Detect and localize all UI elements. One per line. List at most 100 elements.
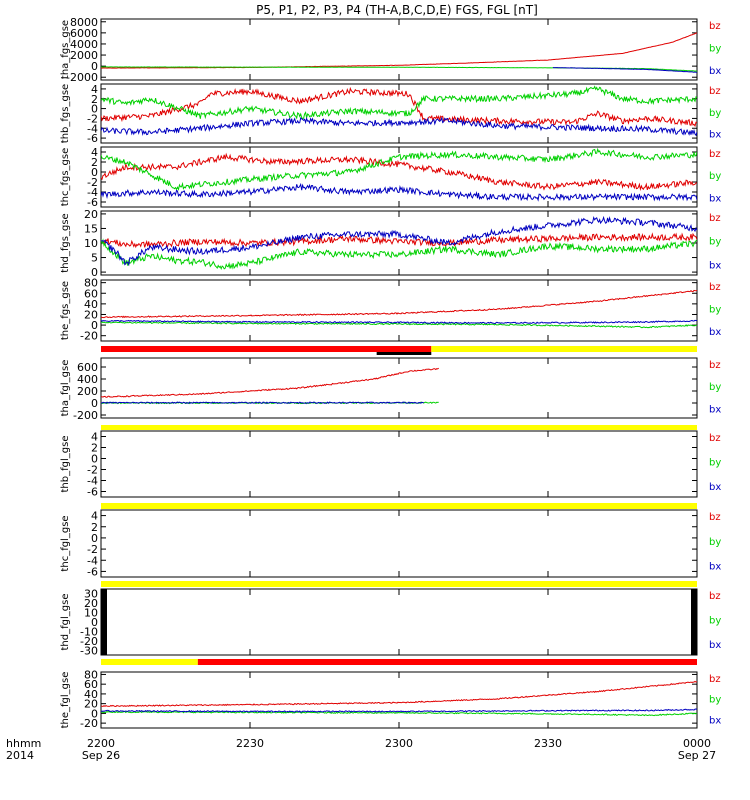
series-bx (552, 67, 697, 73)
mode-bars (101, 346, 697, 665)
ytick-label: 0 (91, 453, 98, 466)
ytick-label: -2 (87, 464, 98, 477)
xtick-hhmm: 2200 (87, 737, 115, 750)
panel-frame (100, 357, 698, 419)
ytick-label: 2 (91, 93, 98, 106)
series-bz (101, 232, 697, 249)
ylabel: thc_fgl_gse (60, 515, 71, 571)
ytick-label: 0 (91, 397, 98, 410)
ylabel: thb_fgs_gse (60, 84, 71, 143)
legend-bz: bz (709, 360, 721, 371)
ytick-label: 8000 (70, 16, 98, 29)
ytick-label: 4000 (70, 38, 98, 51)
ytick-label: -6 (87, 196, 98, 209)
panel-frame (100, 671, 698, 729)
ytick-label: -6 (87, 565, 98, 578)
ytick-label: 2 (91, 521, 98, 534)
legend-bx: bx (709, 130, 721, 141)
ytick-label: 4 (91, 146, 98, 159)
legend-bx: bx (709, 404, 721, 415)
legend-by: by (709, 44, 721, 55)
ytick-label: -4 (87, 554, 98, 567)
ytick-label: 20 (84, 597, 98, 610)
ytick-label: 0 (91, 707, 98, 720)
legend-bz: bz (709, 86, 721, 97)
ytick-label: 4 (91, 431, 98, 444)
ytick-label: 5 (91, 252, 98, 265)
legend-bx: bx (709, 66, 721, 77)
ytick-label: 30 (84, 588, 98, 601)
ytick-label: 80 (84, 277, 98, 290)
ytick-label: -2 (87, 176, 98, 189)
mode-bar-segment (197, 659, 697, 665)
legend-bx: bx (709, 562, 721, 573)
ylabel: thb_fgl_gse (60, 436, 71, 493)
ytick-label: -10 (80, 625, 98, 638)
panel-frame (100, 210, 698, 276)
legend-bx: bx (709, 260, 721, 271)
ytick-label: 4 (91, 510, 98, 523)
gap-marker (101, 589, 107, 655)
xtick-date: Sep 27 (678, 749, 716, 762)
series-bz (101, 289, 697, 319)
ytick-label: 10 (84, 607, 98, 620)
ytick-label: 2 (91, 156, 98, 169)
series-by (101, 710, 697, 717)
xtick-hhmm: 2330 (534, 737, 562, 750)
series-by (101, 147, 697, 191)
legend-bz: bz (709, 674, 721, 685)
panel-frame (100, 588, 698, 656)
ytick-label: -4 (87, 122, 98, 135)
ylabel: thc_fgs_gse (60, 148, 71, 207)
ytick-label: -2000 (66, 71, 98, 84)
ylabel: thd_fgl_gse (60, 594, 71, 651)
ytick-label: 0 (91, 60, 98, 73)
mode-bar-segment (101, 581, 697, 587)
mode-bar-segment (101, 346, 432, 352)
ytick-label: -4 (87, 186, 98, 199)
legend-bx: bx (709, 193, 721, 204)
mode-bar-segment (101, 503, 697, 509)
series-bz (101, 32, 697, 69)
xaxis-row1-label: hhmm (6, 737, 41, 750)
chart-title: P5, P1, P2, P3, P4 (TH-A,B,C,D,E) FGS, F… (256, 3, 538, 17)
gap-marker (691, 589, 697, 655)
ylabel: thd_fgs_gse (60, 213, 71, 272)
ylabel: the_fgs_gse (60, 281, 71, 340)
series-bz (101, 152, 697, 192)
legend-bz: bz (709, 433, 721, 444)
ytick-label: 60 (84, 287, 98, 300)
series-bz (101, 680, 697, 708)
legend-by: by (709, 615, 721, 626)
ytick-label: -20 (80, 717, 98, 730)
legend-by: by (709, 537, 721, 548)
legend-bx: bx (709, 327, 721, 338)
series-bz (101, 86, 697, 128)
mode-bar-segment (101, 659, 198, 665)
ytick-label: -6 (87, 132, 98, 145)
legend-by: by (709, 382, 721, 393)
ytick-label: 20 (84, 208, 98, 221)
series-by (101, 238, 697, 271)
legend-bz: bz (709, 21, 721, 32)
ytick-label: 40 (84, 688, 98, 701)
ytick-label: 80 (84, 668, 98, 681)
legend-bx: bx (709, 640, 721, 651)
legend-bz: bz (709, 591, 721, 602)
xaxis-row2-label: 2014 (6, 749, 34, 762)
series-bx (101, 401, 424, 405)
ytick-label: -20 (80, 330, 98, 343)
legend-by: by (709, 237, 721, 248)
ytick-label: 0 (91, 319, 98, 332)
ytick-label: 20 (84, 698, 98, 711)
